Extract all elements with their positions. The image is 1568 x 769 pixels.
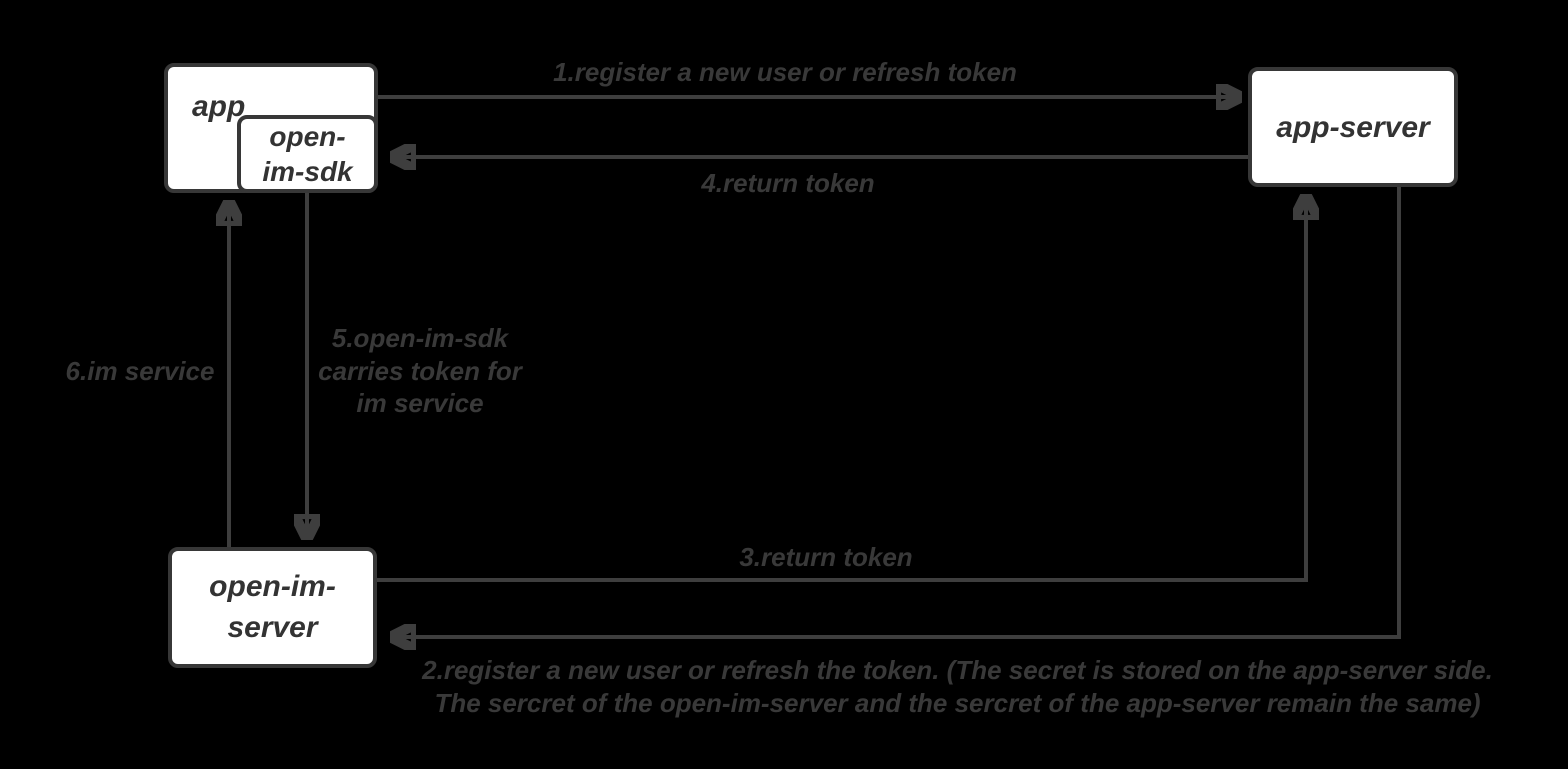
node-app-server-label: app-server xyxy=(1276,110,1430,144)
node-open-im-sdk: open- im-sdk xyxy=(237,115,378,193)
edge-6-label: 6.im service xyxy=(65,356,215,386)
node-open-im-server-label: open-im- server xyxy=(209,570,336,644)
edge-2-line xyxy=(394,187,1401,637)
edge-3-label: 3.return token xyxy=(739,542,913,572)
edge-3-line xyxy=(377,198,1306,582)
edge-1-label: 1.register a new user or refresh token xyxy=(553,57,1017,87)
edge-4-label: 4.return token xyxy=(701,168,875,198)
node-app-server: app-server xyxy=(1248,67,1458,187)
edge-5-label: 5.open-im-sdk carries token for im servi… xyxy=(318,323,522,418)
node-open-im-sdk-label: open- im-sdk xyxy=(262,121,353,187)
edge-2-label: 2.register a new user or refresh the tok… xyxy=(422,655,1493,718)
node-open-im-server: open-im- server xyxy=(168,547,377,668)
node-app-label: app xyxy=(192,90,246,123)
